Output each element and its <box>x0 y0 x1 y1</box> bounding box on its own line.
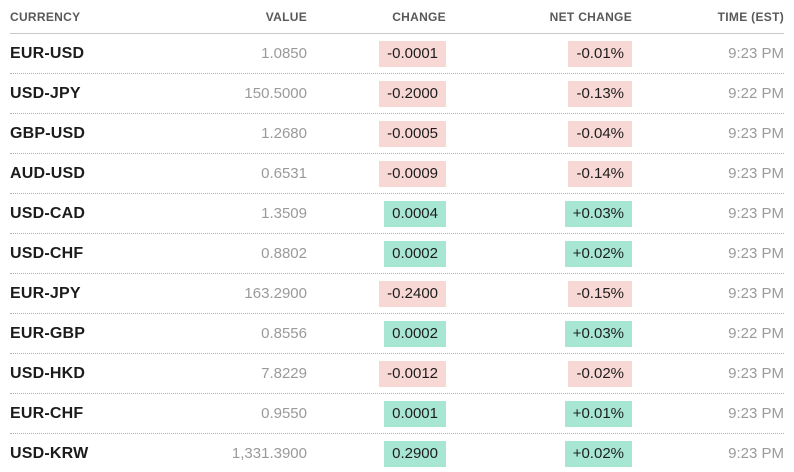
change-cell: -0.0005 <box>307 120 446 147</box>
change-cell: -0.0009 <box>307 160 446 187</box>
time-cell: 9:23 PM <box>728 365 784 382</box>
change-cell: -0.2000 <box>307 80 446 107</box>
value-cell: 0.6531 <box>261 165 307 182</box>
time-cell: 9:23 PM <box>728 245 784 262</box>
column-header-value: VALUE <box>265 9 307 24</box>
column-header-time: TIME (EST) <box>717 9 784 24</box>
change-cell: 0.0002 <box>307 240 446 267</box>
net-change-cell: +0.01% <box>446 400 632 427</box>
time-cell: 9:23 PM <box>728 125 784 142</box>
net-change-cell: -0.15% <box>446 280 632 307</box>
net-change-badge: +0.03% <box>564 320 632 347</box>
column-header-net-change: NET CHANGE <box>549 9 632 24</box>
net-change-badge: +0.02% <box>564 440 632 467</box>
net-change-cell: -0.13% <box>446 80 632 107</box>
value-cell: 7.8229 <box>261 365 307 382</box>
net-change-badge: -0.04% <box>568 120 632 147</box>
table-row[interactable]: USD-JPY 150.5000 -0.2000 -0.13% 9:22 PM <box>10 74 784 114</box>
time-cell: 9:23 PM <box>728 445 784 462</box>
change-cell: 0.2900 <box>307 440 446 467</box>
net-change-cell: -0.01% <box>446 40 632 67</box>
time-cell: 9:22 PM <box>728 325 784 342</box>
time-cell: 9:23 PM <box>728 205 784 222</box>
change-cell: -0.0012 <box>307 360 446 387</box>
net-change-cell: +0.02% <box>446 240 632 267</box>
time-cell: 9:23 PM <box>728 285 784 302</box>
change-badge: 0.0002 <box>384 240 446 267</box>
change-cell: 0.0004 <box>307 200 446 227</box>
currency-pair-label[interactable]: EUR-CHF <box>10 404 84 422</box>
net-change-cell: +0.03% <box>446 200 632 227</box>
currency-pair-label[interactable]: AUD-USD <box>10 164 86 182</box>
currency-pair-label[interactable]: USD-KRW <box>10 444 89 462</box>
change-badge: 0.0001 <box>384 400 446 427</box>
change-badge: -0.0012 <box>379 360 446 387</box>
currency-pair-label[interactable]: EUR-JPY <box>10 284 81 302</box>
time-cell: 9:22 PM <box>728 85 784 102</box>
change-badge: -0.2400 <box>379 280 446 307</box>
value-cell: 1,331.3900 <box>231 445 307 462</box>
net-change-cell: -0.04% <box>446 120 632 147</box>
change-cell: -0.0001 <box>307 40 446 67</box>
table-row[interactable]: USD-CAD 1.3509 0.0004 +0.03% 9:23 PM <box>10 194 784 234</box>
value-cell: 0.8802 <box>261 245 307 262</box>
change-cell: 0.0002 <box>307 320 446 347</box>
change-badge: 0.2900 <box>384 440 446 467</box>
column-header-change: CHANGE <box>392 9 446 24</box>
change-badge: 0.0002 <box>384 320 446 347</box>
table-row[interactable]: EUR-USD 1.0850 -0.0001 -0.01% 9:23 PM <box>10 34 784 74</box>
net-change-badge: +0.03% <box>564 200 632 227</box>
value-cell: 1.3509 <box>261 205 307 222</box>
table-row[interactable]: EUR-CHF 0.9550 0.0001 +0.01% 9:23 PM <box>10 394 784 434</box>
change-cell: -0.2400 <box>307 280 446 307</box>
net-change-badge: +0.02% <box>564 240 632 267</box>
value-cell: 0.9550 <box>261 405 307 422</box>
currency-pair-label[interactable]: USD-JPY <box>10 84 81 102</box>
net-change-badge: -0.13% <box>568 80 632 107</box>
table-row[interactable]: AUD-USD 0.6531 -0.0009 -0.14% 9:23 PM <box>10 154 784 194</box>
value-cell: 163.2900 <box>244 285 307 302</box>
net-change-cell: -0.14% <box>446 160 632 187</box>
time-cell: 9:23 PM <box>728 405 784 422</box>
change-badge: -0.2000 <box>379 80 446 107</box>
time-cell: 9:23 PM <box>728 165 784 182</box>
net-change-cell: +0.02% <box>446 440 632 467</box>
currency-pair-label[interactable]: USD-HKD <box>10 364 86 382</box>
change-badge: 0.0004 <box>384 200 446 227</box>
column-header-currency: CURRENCY <box>10 9 81 24</box>
table-row[interactable]: EUR-JPY 163.2900 -0.2400 -0.15% 9:23 PM <box>10 274 784 314</box>
change-badge: -0.0009 <box>379 160 446 187</box>
net-change-badge: -0.02% <box>568 360 632 387</box>
net-change-badge: +0.01% <box>564 400 632 427</box>
table-row[interactable]: EUR-GBP 0.8556 0.0002 +0.03% 9:22 PM <box>10 314 784 354</box>
value-cell: 1.2680 <box>261 125 307 142</box>
currency-pair-label[interactable]: USD-CHF <box>10 244 84 262</box>
currency-pair-label[interactable]: USD-CAD <box>10 204 86 222</box>
currency-pair-label[interactable]: EUR-USD <box>10 44 85 62</box>
currency-pair-label[interactable]: EUR-GBP <box>10 324 86 342</box>
value-cell: 0.8556 <box>261 325 307 342</box>
net-change-badge: -0.01% <box>568 40 632 67</box>
table-row[interactable]: GBP-USD 1.2680 -0.0005 -0.04% 9:23 PM <box>10 114 784 154</box>
table-body: EUR-USD 1.0850 -0.0001 -0.01% 9:23 PM US… <box>10 34 784 472</box>
time-cell: 9:23 PM <box>728 45 784 62</box>
value-cell: 150.5000 <box>244 85 307 102</box>
currency-pair-label[interactable]: GBP-USD <box>10 124 86 142</box>
change-badge: -0.0001 <box>379 40 446 67</box>
table-row[interactable]: USD-KRW 1,331.3900 0.2900 +0.02% 9:23 PM <box>10 434 784 472</box>
change-badge: -0.0005 <box>379 120 446 147</box>
net-change-cell: -0.02% <box>446 360 632 387</box>
net-change-badge: -0.15% <box>568 280 632 307</box>
table-row[interactable]: USD-HKD 7.8229 -0.0012 -0.02% 9:23 PM <box>10 354 784 394</box>
net-change-cell: +0.03% <box>446 320 632 347</box>
table-row[interactable]: USD-CHF 0.8802 0.0002 +0.02% 9:23 PM <box>10 234 784 274</box>
net-change-badge: -0.14% <box>568 160 632 187</box>
table-header: CURRENCY VALUE CHANGE NET CHANGE TIME (E… <box>10 0 784 34</box>
change-cell: 0.0001 <box>307 400 446 427</box>
value-cell: 1.0850 <box>261 45 307 62</box>
